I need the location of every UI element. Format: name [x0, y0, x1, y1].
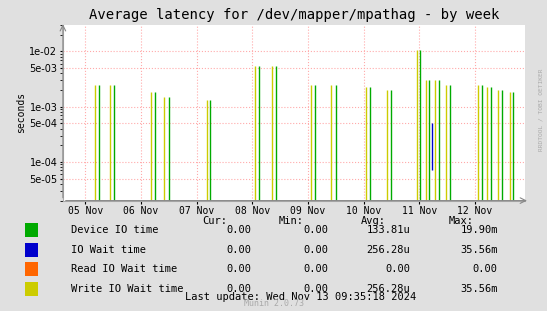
Text: Avg:: Avg:	[361, 216, 386, 226]
Text: 0.00: 0.00	[226, 225, 252, 235]
Text: 0.00: 0.00	[473, 264, 498, 274]
Text: Write IO Wait time: Write IO Wait time	[71, 284, 184, 294]
Text: 35.56m: 35.56m	[460, 284, 498, 294]
Text: IO Wait time: IO Wait time	[71, 245, 146, 255]
Text: Min:: Min:	[279, 216, 304, 226]
Text: 133.81u: 133.81u	[366, 225, 410, 235]
Title: Average latency for /dev/mapper/mpathag - by week: Average latency for /dev/mapper/mpathag …	[89, 8, 499, 22]
Text: 0.00: 0.00	[303, 284, 328, 294]
Text: Device IO time: Device IO time	[71, 225, 159, 235]
Text: RRDTOOL / TOBI OETIKER: RRDTOOL / TOBI OETIKER	[538, 68, 543, 151]
Text: 0.00: 0.00	[303, 225, 328, 235]
Text: 256.28u: 256.28u	[366, 245, 410, 255]
Text: 0.00: 0.00	[226, 245, 252, 255]
Text: Read IO Wait time: Read IO Wait time	[71, 264, 177, 274]
Text: 0.00: 0.00	[385, 264, 410, 274]
Text: Cur:: Cur:	[202, 216, 228, 226]
Text: 0.00: 0.00	[226, 284, 252, 294]
Text: Last update: Wed Nov 13 09:35:18 2024: Last update: Wed Nov 13 09:35:18 2024	[185, 292, 416, 302]
Text: 0.00: 0.00	[303, 264, 328, 274]
Text: 256.28u: 256.28u	[366, 284, 410, 294]
Text: 19.90m: 19.90m	[460, 225, 498, 235]
Text: Max:: Max:	[449, 216, 474, 226]
Y-axis label: seconds: seconds	[16, 92, 26, 133]
Text: 0.00: 0.00	[226, 264, 252, 274]
Text: Munin 2.0.73: Munin 2.0.73	[243, 299, 304, 308]
Text: 0.00: 0.00	[303, 245, 328, 255]
Text: 35.56m: 35.56m	[460, 245, 498, 255]
